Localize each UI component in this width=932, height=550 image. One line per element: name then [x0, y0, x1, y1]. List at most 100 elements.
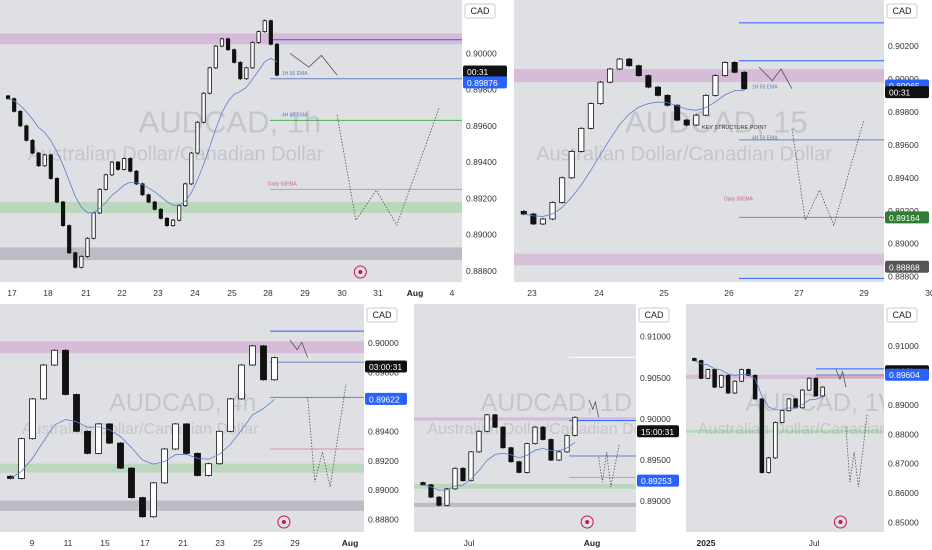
price-tag-label: 00:31 — [889, 88, 911, 98]
candle-body — [420, 482, 426, 486]
candle-body — [578, 127, 585, 152]
y-tick-label: 0.89400 — [888, 173, 919, 183]
candle-body — [128, 467, 135, 498]
candle-body — [444, 488, 450, 506]
y-tick-label: 0.89500 — [640, 455, 671, 465]
chart-4h[interactable]: AUDCAD, 4h Australian Dollar/Canadian Dol… — [0, 304, 410, 550]
logo-icon — [580, 515, 594, 529]
candle-body — [607, 68, 614, 83]
x-tick-label: Aug — [584, 538, 601, 548]
candle-body — [516, 461, 522, 473]
candle-body — [759, 398, 765, 473]
candle-body — [84, 430, 91, 454]
ema-label: 1H 50 EMA — [752, 84, 778, 90]
candle-body — [732, 380, 738, 394]
chart-panel-15m[interactable]: AUDCAD, 15 Australian Dollar/Canadian Dol… — [514, 0, 932, 300]
chart-1d[interactable]: AUDCAD, 1D Australian Dollar/Canadian Dol… — [414, 304, 682, 550]
candle-body — [73, 252, 78, 268]
candle-body — [216, 430, 223, 465]
zone-band — [414, 502, 636, 507]
price-tag-label: 0.89164 — [889, 213, 920, 223]
candle-body — [161, 448, 168, 484]
y-tick-label: 0.89600 — [888, 140, 919, 150]
candle-body — [820, 386, 825, 397]
candle-body — [205, 463, 212, 476]
zone-band — [0, 202, 462, 213]
zone-band — [414, 483, 636, 489]
candle-body — [725, 374, 731, 394]
x-tick-label: 29 — [859, 288, 869, 298]
candle-body — [115, 161, 121, 170]
plot-area — [0, 0, 462, 282]
zone-band — [0, 341, 364, 354]
candle-body — [719, 374, 724, 388]
x-tick-label: 28 — [263, 288, 273, 298]
candle-body — [18, 438, 25, 479]
plot-area — [686, 304, 884, 532]
y-tick-label: 0.89400 — [368, 426, 399, 436]
projection-path-down — [336, 107, 440, 227]
candle-body — [274, 43, 280, 76]
candle-body — [556, 451, 562, 461]
watermark-title: AUDCAD, 1D — [481, 389, 632, 417]
candle-body — [42, 154, 47, 167]
candle-body — [152, 201, 157, 210]
watermark-subtitle: Australian Dollar/Canadian Dollar — [28, 144, 324, 166]
y-tick-label: 0.90500 — [640, 373, 671, 383]
ema-line — [7, 58, 278, 214]
y-tick-label: 0.88800 — [368, 515, 399, 525]
candle-body — [597, 81, 604, 105]
candle-body — [683, 119, 690, 126]
candle-body — [183, 183, 188, 207]
candle-body — [539, 218, 546, 225]
chart-1h[interactable]: AUDCAD, 1h Australian Dollar/Canadian Dol… — [0, 0, 510, 300]
chart-panel-1d[interactable]: AUDCAD, 1D Australian Dollar/Canadian Dol… — [414, 304, 682, 550]
chart-panel-1h[interactable]: AUDCAD, 1h Australian Dollar/Canadian Dol… — [0, 0, 510, 300]
candle-body — [476, 430, 482, 453]
x-tick-label: 25 — [227, 288, 237, 298]
candle-body — [540, 426, 546, 440]
candle-body — [29, 398, 36, 440]
time-axis — [514, 282, 932, 300]
ema-label: Daily 50EMA — [724, 197, 754, 203]
price-tag-label: 0.89604 — [889, 370, 920, 380]
x-tick-label: 15 — [100, 538, 110, 548]
candle-body — [219, 38, 225, 47]
candle-body — [559, 177, 566, 203]
price-axis — [364, 304, 410, 550]
currency-badge — [638, 307, 670, 323]
ema-line — [523, 89, 745, 217]
watermark-subtitle: Australian Dollar/Canadian Dollar — [698, 421, 932, 438]
candle-body — [766, 457, 771, 473]
x-tick-label: 2025 — [697, 538, 716, 548]
candle-body — [117, 442, 124, 469]
candle-body — [256, 31, 261, 43]
x-tick-label: 24 — [594, 288, 604, 298]
candle-body — [170, 219, 176, 227]
projection-path-up — [835, 369, 847, 388]
watermark-subtitle: Australian Dollar/Canadian Dollar — [427, 421, 664, 438]
candle-body — [260, 345, 267, 381]
projection-path-down — [845, 413, 868, 488]
candle-body — [722, 62, 729, 76]
candle-body — [51, 349, 58, 366]
y-tick-label: 0.90000 — [466, 48, 497, 58]
x-tick-label: 30 — [337, 288, 347, 298]
y-tick-label: 0.86000 — [888, 488, 919, 498]
chart-panel-1w[interactable]: AUDCAD, 1W Australian Dollar/Canadian Dol… — [686, 304, 932, 550]
candle-body — [106, 423, 113, 444]
watermark-title: AUDCAD, 4h — [109, 389, 256, 417]
price-tag-label: 0.89253 — [641, 476, 672, 486]
zone-band — [414, 417, 636, 421]
y-tick-label: 0.90000 — [368, 338, 399, 348]
chart-15m[interactable]: AUDCAD, 15 Australian Dollar/Canadian Dol… — [514, 0, 932, 300]
candle-body — [54, 178, 60, 203]
candle-body — [62, 349, 69, 395]
chart-panel-4h[interactable]: AUDCAD, 4h Australian Dollar/Canadian Dol… — [0, 304, 410, 550]
logo-icon — [277, 515, 291, 529]
logo-icon-dot — [838, 520, 843, 524]
candle-body — [268, 20, 273, 45]
price-tag — [365, 360, 407, 373]
x-tick-label: 29 — [290, 538, 300, 548]
